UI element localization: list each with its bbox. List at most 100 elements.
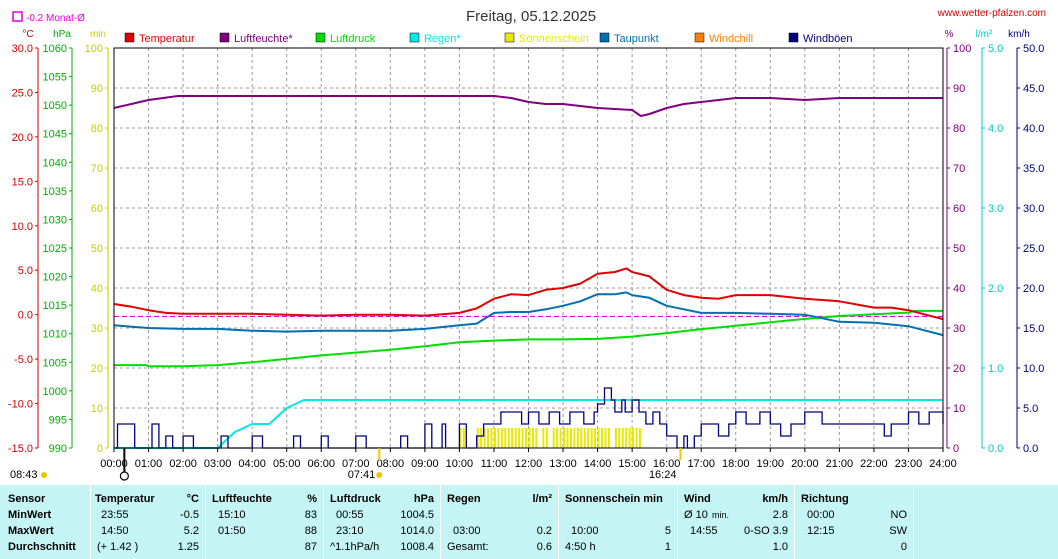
sun-axis-tick-label: 60	[91, 203, 103, 215]
sunset-label: 16:24	[649, 469, 677, 481]
sunshine-bar	[493, 428, 496, 448]
sunrise-sun-icon	[376, 472, 383, 478]
sunshine-bar	[500, 428, 503, 448]
series-windboeen	[114, 387, 944, 449]
sunshine-bar	[635, 428, 638, 448]
chart-legend: Temperatur Luftfeuchte* Luftdruck Regen* Son…	[124, 32, 853, 45]
wind-axis-tick-label: 40.0	[1023, 123, 1044, 135]
x-tick-label: 16:00	[653, 458, 681, 470]
x-tick-label: 06:00	[307, 458, 335, 470]
pressure-axis-tick-label: 995	[49, 414, 67, 426]
dir-min: NO	[890, 509, 908, 521]
x-tick-label: 17:00	[687, 458, 715, 470]
legend-swatch	[409, 32, 420, 43]
sunshine-bar	[542, 428, 545, 448]
dir-min-time: 00:00	[807, 509, 835, 521]
sun-max-time: 10:00	[571, 525, 599, 537]
col-wind: Wind km/h Ø 10 min. 2.8 14:55 0-SO 3.9 1…	[678, 485, 795, 559]
x-axis: 00:00 01:00 02:00 03:00 04:00 05:00 06:00 07:00…	[10, 448, 957, 481]
pressure-axis-tick-label: 1035	[43, 186, 67, 198]
wind-axis-tick-label: 15.0	[1023, 323, 1044, 335]
temp-axis-tick-label: 5.0	[18, 265, 33, 277]
first-light-label: 08:43	[10, 469, 38, 481]
sun-total: 4:50 h	[565, 541, 596, 553]
pressure-axis-unit: hPa	[53, 29, 71, 40]
sunshine-bar	[618, 428, 621, 448]
hdr-wind: Wind	[684, 493, 711, 505]
wind-axis-tick-label: 30.0	[1023, 203, 1044, 215]
sun-axis-tick-label: 90	[91, 83, 103, 95]
stats-table: Sensor MinWert MaxWert Durchschnitt Temp…	[0, 485, 1058, 559]
x-tick-label: 18:00	[722, 458, 750, 470]
wind-axis-tick-label: 35.0	[1023, 163, 1044, 175]
sunshine-bars	[459, 428, 642, 448]
wind-axis-unit: km/h	[1008, 29, 1030, 40]
legend-label: Luftfeuchte*	[234, 33, 293, 45]
hdr-sunshine: Sonnenschein min	[565, 493, 663, 505]
sunshine-bar	[511, 428, 514, 448]
x-tick-label: 12:00	[515, 458, 543, 470]
legend-label: Sonnenschein	[519, 33, 589, 45]
sunshine-bar	[528, 428, 531, 448]
pressure-axis-tick-label: 1005	[43, 357, 67, 369]
sunshine-bar	[594, 428, 597, 448]
humidity-axis-tick-label: 10	[953, 403, 965, 415]
first-light-sun-icon	[41, 472, 47, 478]
sun-axis-tick-label: 20	[91, 363, 103, 375]
x-tick-label: 22:00	[860, 458, 888, 470]
rain-max-time: 03:00	[453, 525, 481, 537]
sunshine-bar	[518, 428, 521, 448]
weather-chart: 30.0 25.0 20.0 15.0 10.0 5.0 0.0 -5.0 -10.0 -15.0…	[8, 8, 1046, 481]
wind-avg-unit: min.	[712, 510, 730, 520]
sunrise-label: 07:41	[348, 469, 376, 481]
pressure-axis-tick-label: 1000	[43, 386, 67, 398]
sun-max: 5	[664, 525, 671, 537]
temp-axis-tick-label: 30.0	[12, 43, 33, 55]
x-tick-label: 24:00	[929, 458, 957, 470]
hum-max: 88	[304, 525, 317, 537]
site-label[interactable]: www.wetter-pfalzen.com	[937, 8, 1046, 19]
sunshine-bar	[525, 428, 528, 448]
now-marker	[119, 471, 129, 481]
hum-min-time: 15:10	[218, 509, 246, 521]
sunshine-bar	[632, 428, 635, 448]
legend-swatch	[315, 32, 326, 43]
legend-swatch	[694, 32, 705, 43]
sunshine-bar	[487, 428, 490, 448]
legend-label: Luftdruck	[330, 33, 376, 45]
col-sunshine: Sonnenschein min 10:00 5 4:50 h 1	[559, 485, 678, 559]
sunshine-bar	[559, 428, 562, 448]
legend-swatch	[124, 32, 135, 43]
sunshine-bar	[590, 428, 593, 448]
sunshine-bar	[552, 428, 555, 448]
sunshine-bar	[504, 428, 507, 448]
legend-swatch	[599, 32, 610, 43]
sunshine-bar	[573, 428, 576, 448]
sunshine-bar	[625, 428, 628, 448]
humidity-axis-tick-label: 30	[953, 323, 965, 335]
hdr-temperature: Temperatur	[95, 493, 155, 505]
temp-axis-unit: °C	[22, 29, 33, 40]
sunshine-bar	[580, 428, 583, 448]
series-luftfeuchte	[113, 95, 943, 117]
series-regen	[114, 399, 943, 449]
sunshine-bar	[556, 428, 559, 448]
row-label-max: MaxWert	[8, 525, 54, 537]
hdr-wind-unit: km/h	[762, 493, 788, 505]
x-tick-label: 11:00	[481, 458, 508, 470]
temp-axis-tick-label: 25.0	[12, 87, 33, 99]
legend-swatch	[504, 32, 515, 43]
x-tick-label: 01:00	[135, 458, 163, 470]
humidity-axis-tick-label: 80	[953, 123, 965, 135]
sunshine-bar	[639, 428, 642, 448]
x-tick-label: 04:00	[238, 458, 266, 470]
pressure-axis-tick-label: 1020	[43, 272, 67, 284]
legend-swatch	[788, 32, 799, 43]
pressure-axis-tick-label: 1025	[43, 243, 67, 255]
chart-axes: 30.0 25.0 20.0 15.0 10.0 5.0 0.0 -5.0 -10.0 -15.0…	[8, 29, 1045, 455]
sunshine-bar	[531, 428, 534, 448]
chart-title: Freitag, 05.12.2025	[466, 8, 596, 25]
wind-max-time: 14:55	[690, 525, 718, 537]
humidity-axis-tick-label: 40	[953, 283, 965, 295]
chart-lines	[113, 95, 944, 449]
